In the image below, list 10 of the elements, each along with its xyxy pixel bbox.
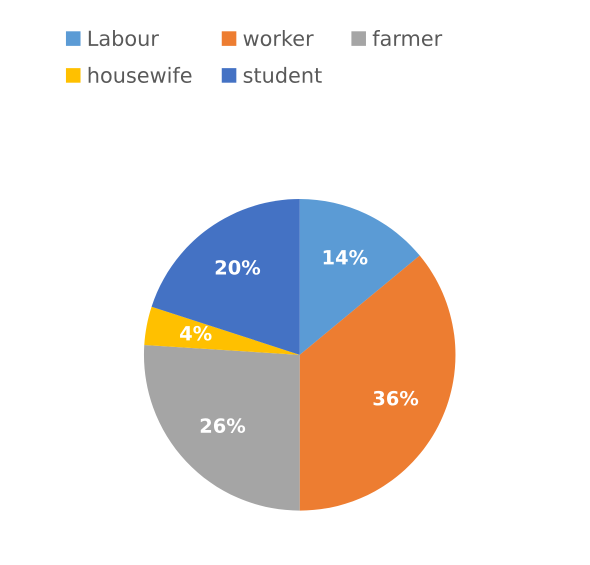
data-label: 4% [180, 326, 212, 341]
legend-label: worker [243, 30, 314, 46]
data-label: 26% [200, 418, 246, 433]
data-label: 20% [216, 260, 260, 275]
data-label: 14% [324, 250, 368, 265]
legend-label: student [244, 66, 322, 84]
data-label: 36% [374, 390, 418, 406]
legend-label: housewife [88, 66, 192, 84]
legend-label: farmer [372, 30, 442, 46]
legend-label: Labour [88, 30, 159, 46]
